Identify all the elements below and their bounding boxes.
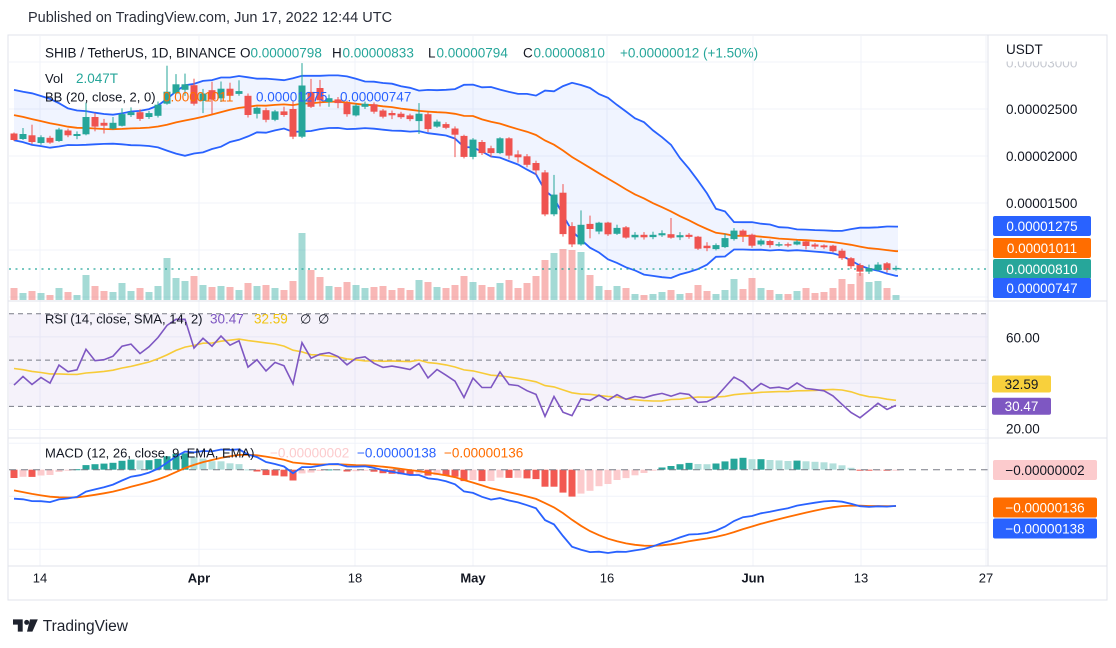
- svg-text:TradingView: TradingView: [43, 618, 129, 635]
- svg-text:−0.00000138: −0.00000138: [357, 446, 436, 461]
- svg-text:16: 16: [600, 571, 614, 586]
- svg-text:∅: ∅: [318, 312, 329, 327]
- svg-text:+0.00000012 (+1.50%): +0.00000012 (+1.50%): [620, 46, 758, 61]
- svg-text:O: O: [240, 46, 251, 61]
- svg-text:32.59: 32.59: [1005, 377, 1039, 392]
- svg-text:L: L: [428, 46, 436, 61]
- svg-text:0.00002500: 0.00002500: [1006, 102, 1077, 117]
- svg-text:Vol: Vol: [45, 71, 63, 86]
- svg-text:−0.00000136: −0.00000136: [1005, 500, 1084, 515]
- svg-text:0.00000747: 0.00000747: [1006, 281, 1077, 296]
- svg-text:30.47: 30.47: [1005, 399, 1039, 414]
- svg-text:0.00000798: 0.00000798: [251, 46, 322, 61]
- svg-text:0.00001500: 0.00001500: [1006, 196, 1077, 211]
- svg-text:0.00000810: 0.00000810: [534, 46, 605, 61]
- svg-text:0.00001011: 0.00001011: [1007, 241, 1077, 256]
- svg-text:Jun: Jun: [741, 571, 764, 586]
- svg-text:−0.00000136: −0.00000136: [444, 446, 523, 461]
- svg-text:SHIB / TetherUS, 1D, BINANCE: SHIB / TetherUS, 1D, BINANCE: [45, 46, 236, 61]
- svg-text:MACD (12, 26, close, 9, EMA, E: MACD (12, 26, close, 9, EMA, EMA): [45, 446, 255, 461]
- svg-text:0.00003000: 0.00003000: [1006, 56, 1077, 71]
- svg-text:C: C: [523, 46, 533, 61]
- svg-text:2.047T: 2.047T: [76, 71, 118, 86]
- svg-text:0.00000810: 0.00000810: [1006, 262, 1077, 277]
- svg-text:BB (20, close, 2, 0): BB (20, close, 2, 0): [45, 90, 156, 105]
- svg-text:0.00001275: 0.00001275: [1006, 219, 1077, 234]
- svg-text:14: 14: [33, 571, 47, 586]
- svg-text:0.00001011: 0.00001011: [163, 90, 233, 105]
- svg-text:0.00002000: 0.00002000: [1006, 149, 1077, 164]
- svg-text:RSI (14, close, SMA, 14, 2): RSI (14, close, SMA, 14, 2): [45, 312, 203, 327]
- svg-text:H: H: [332, 46, 342, 61]
- svg-text:30.47: 30.47: [210, 312, 244, 327]
- svg-text:32.59: 32.59: [254, 312, 288, 327]
- svg-text:0.00000794: 0.00000794: [437, 46, 509, 61]
- svg-text:∅: ∅: [300, 312, 311, 327]
- svg-text:Published on TradingView.com,: Published on TradingView.com, Jun 17, 20…: [28, 10, 392, 26]
- svg-text:0.00000833: 0.00000833: [343, 46, 414, 61]
- svg-text:20.00: 20.00: [1006, 421, 1040, 436]
- svg-text:−0.00000138: −0.00000138: [1005, 521, 1084, 536]
- svg-text:−0.00000002: −0.00000002: [1005, 463, 1084, 478]
- svg-text:13: 13: [854, 571, 868, 586]
- svg-text:0.00001275: 0.00001275: [256, 90, 327, 105]
- svg-text:May: May: [460, 571, 486, 586]
- svg-text:60.00: 60.00: [1006, 331, 1040, 346]
- svg-text:18: 18: [348, 571, 362, 586]
- svg-text:−0.00000002: −0.00000002: [270, 446, 349, 461]
- svg-text:0.00000747: 0.00000747: [340, 90, 411, 105]
- svg-text:USDT: USDT: [1006, 42, 1043, 57]
- svg-text:Apr: Apr: [188, 571, 210, 586]
- svg-text:27: 27: [979, 571, 993, 586]
